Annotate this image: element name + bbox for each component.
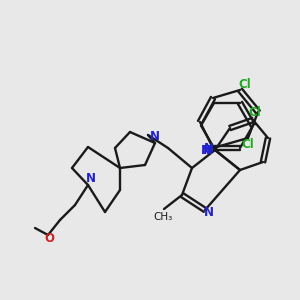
Text: N: N xyxy=(204,206,214,220)
Text: CH₃: CH₃ xyxy=(153,212,172,222)
Text: N: N xyxy=(204,142,214,155)
Text: Cl: Cl xyxy=(238,77,251,91)
Text: N: N xyxy=(201,143,211,157)
Text: Cl: Cl xyxy=(242,137,254,151)
Text: N: N xyxy=(203,145,213,158)
Text: N: N xyxy=(150,130,160,142)
Text: Cl: Cl xyxy=(249,106,261,118)
Text: O: O xyxy=(44,232,54,244)
Text: N: N xyxy=(86,172,96,184)
